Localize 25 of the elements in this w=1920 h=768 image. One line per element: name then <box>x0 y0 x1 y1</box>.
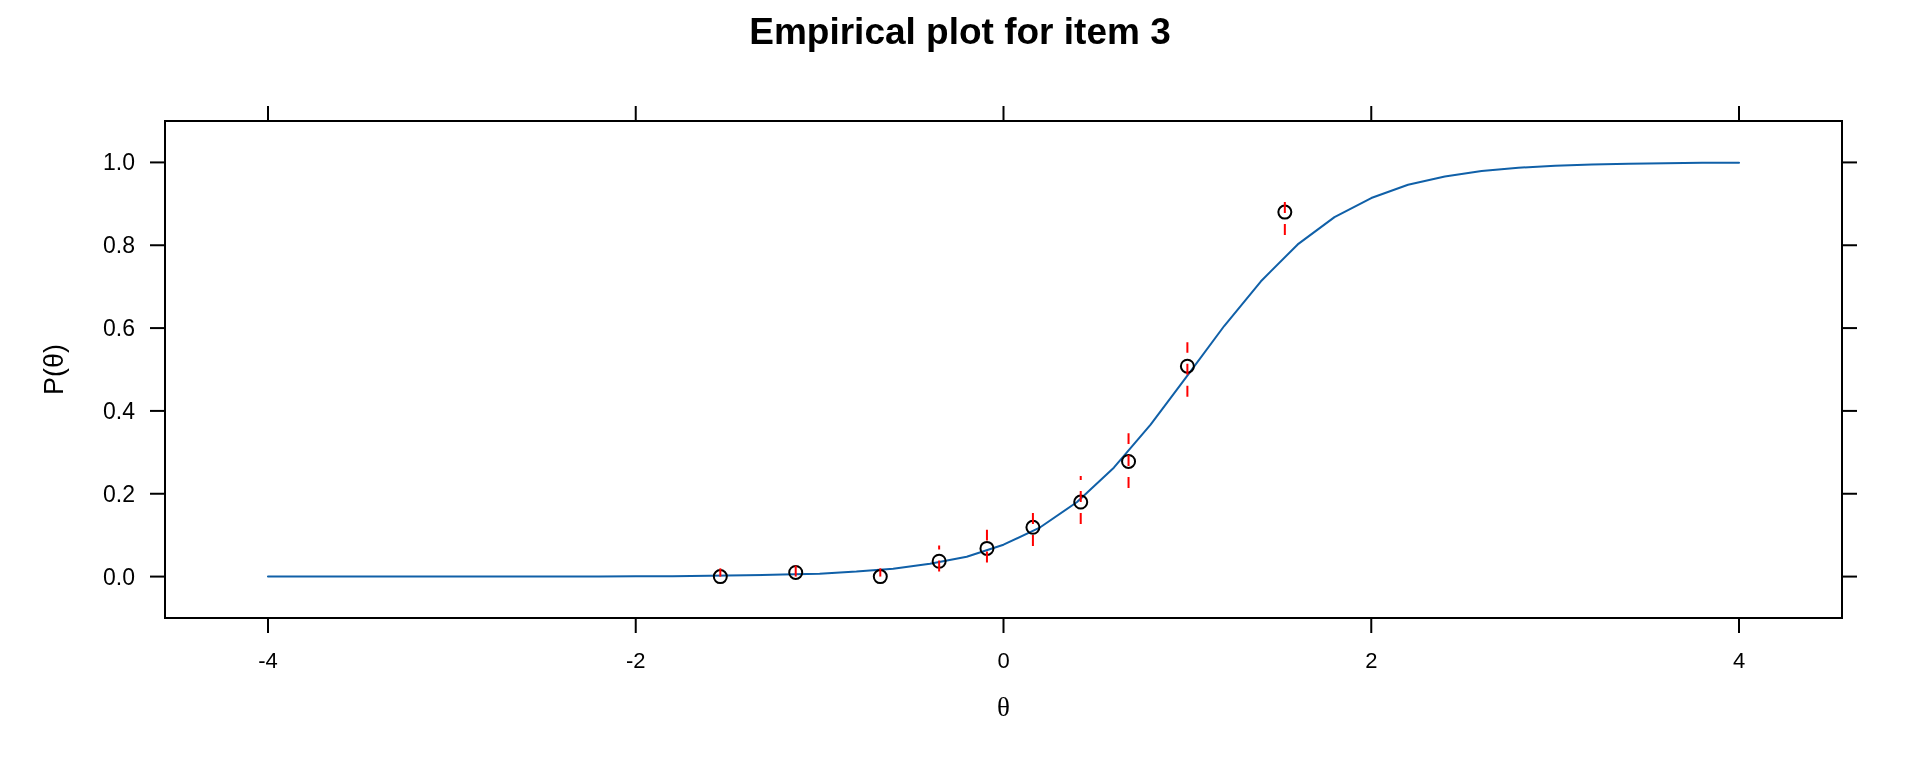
chart-title: Empirical plot for item 3 <box>749 11 1171 52</box>
point <box>1025 519 1041 535</box>
point <box>1277 204 1293 220</box>
x-tick-label: 0 <box>997 648 1010 673</box>
point <box>788 564 804 580</box>
point <box>712 569 728 585</box>
point <box>1073 494 1089 510</box>
y-tick-label: 0.6 <box>103 315 135 342</box>
x-axis-title: θ <box>997 692 1010 722</box>
x-tick-label: -4 <box>258 648 278 673</box>
point <box>1179 358 1195 374</box>
point <box>979 540 995 556</box>
y-tick-label: 0.0 <box>103 563 135 590</box>
point <box>1121 453 1137 469</box>
y-tick-label: 0.4 <box>103 397 136 424</box>
y-tick-label: 0.2 <box>103 480 135 507</box>
line-series <box>266 161 1741 578</box>
point <box>931 553 947 569</box>
y-tick-label: 0.8 <box>103 232 135 259</box>
point <box>872 569 888 585</box>
y-axis-title: P(θ) <box>39 343 69 396</box>
x-tick-label: 2 <box>1365 648 1378 673</box>
y-tick-label: 1.0 <box>103 149 135 176</box>
x-tick-label: -2 <box>625 648 646 673</box>
x-tick-label: 4 <box>1732 648 1746 673</box>
